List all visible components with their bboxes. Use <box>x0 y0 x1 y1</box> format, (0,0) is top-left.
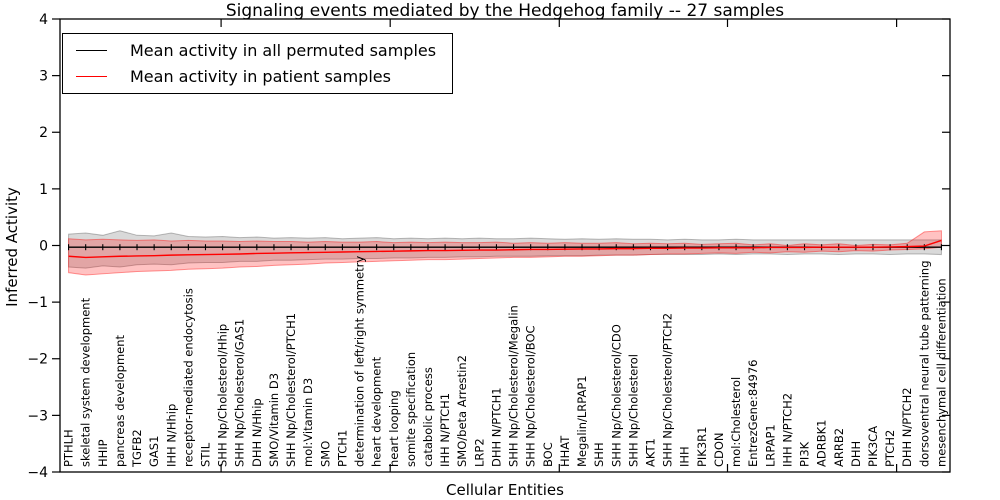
x-tick-label: determination of left/right symmetry <box>353 256 367 467</box>
y-tick-label: −4 <box>27 465 48 481</box>
x-tick-label: DHH <box>849 441 863 467</box>
x-tick-label: PTHLH <box>62 429 76 467</box>
x-tick-label: SMO/Vitamin D3 <box>267 373 281 467</box>
x-tick-label: SHH Np/Cholesterol/Hhip <box>216 324 230 467</box>
permuted-line-swatch <box>76 50 107 51</box>
x-tick-label: mesenchymal cell differentiation <box>934 278 948 467</box>
x-tick-label: PIK3CA <box>866 426 880 467</box>
y-tick-label: 4 <box>39 12 48 28</box>
x-tick-label: PI3K <box>798 441 812 467</box>
y-tick-label: −1 <box>27 295 48 311</box>
y-tick-label: 3 <box>39 69 48 85</box>
x-tick-label: heart looping <box>387 390 401 467</box>
x-tick-label: SHH Np/Cholesterol/BOC <box>524 325 538 467</box>
x-tick-label: BOC <box>541 442 555 467</box>
x-tick-label: IHH N/Hhip <box>164 404 178 467</box>
legend-label: Mean activity in all permuted samples <box>130 41 437 60</box>
x-tick-label: skeletal system development <box>79 297 93 467</box>
x-tick-label: LRPAP1 <box>763 424 777 467</box>
y-tick-label: −2 <box>27 352 48 368</box>
x-tick-label: ARRB2 <box>832 428 846 467</box>
y-tick-label: 0 <box>39 238 48 254</box>
x-tick-label: Megalin/LRPAP1 <box>575 375 589 467</box>
x-tick-label: SHH <box>592 442 606 467</box>
x-tick-label: SHH Np/Cholesterol <box>626 354 640 467</box>
patient-line-swatch <box>76 76 107 77</box>
x-tick-label: SHH Np/Cholesterol/CDO <box>609 324 623 467</box>
x-tick-label: EntrezGene:84976 <box>746 360 760 467</box>
x-tick-label: catabolic process <box>421 367 435 467</box>
x-axis-label: Cellular Entities <box>446 481 564 499</box>
x-tick-label: DHH N/Hhip <box>250 398 264 467</box>
x-tick-label: SMO/beta Arrestin2 <box>455 355 469 467</box>
x-tick-label: PTCH2 <box>883 430 897 467</box>
x-tick-label: SHH Np/Cholesterol/GAS1 <box>233 319 247 467</box>
x-tick-label: SMO <box>318 441 332 467</box>
x-tick-label: IHH N/PTCH2 <box>780 393 794 467</box>
legend-label: Mean activity in patient samples <box>130 67 391 86</box>
legend: Mean activity in all permuted samples Me… <box>62 33 454 94</box>
y-tick-label: −3 <box>27 408 48 424</box>
patient-mean-line <box>68 239 942 259</box>
x-tick-label: mol:Cholesterol <box>729 377 743 467</box>
chart-title: Signaling events mediated by the Hedgeho… <box>225 1 785 21</box>
x-tick-label: DHH N/PTCH2 <box>900 387 914 467</box>
legend-entry-permuted: Mean activity in all permuted samples <box>76 41 436 60</box>
x-tick-label: dorsoventral neural tube patterning <box>917 260 931 467</box>
x-tick-label: STIL <box>199 442 213 467</box>
x-tick-label: SHH Np/Cholesterol/PTCH1 <box>284 313 298 467</box>
y-axis-label: Inferred Activity <box>3 187 21 307</box>
x-tick-label: pancreas development <box>113 334 127 467</box>
x-tick-label: TGFB2 <box>130 429 144 468</box>
x-tick-label: LRP2 <box>472 438 486 467</box>
x-tick-label: somite specification <box>404 352 418 467</box>
legend-entry-patient: Mean activity in patient samples <box>76 67 436 86</box>
x-tick-label: ADRBK1 <box>815 420 829 467</box>
x-tick-label: IHH N/PTCH1 <box>438 393 452 467</box>
x-tick-label: IHH <box>678 446 692 467</box>
y-tick-label: 1 <box>39 182 48 198</box>
x-tick-label: PIK3R1 <box>695 427 709 468</box>
x-tick-label: DHH N/PTCH1 <box>489 387 503 467</box>
x-tick-label: CDON <box>712 432 726 467</box>
x-tick-label: SHH Np/Cholesterol/Megalin <box>507 305 521 467</box>
x-tick-label: mol:Vitamin D3 <box>301 378 315 467</box>
y-tick-label: 2 <box>39 125 48 141</box>
x-tick-label: PTCH1 <box>335 430 349 467</box>
x-tick-label: SHH Np/Cholesterol/PTCH2 <box>661 313 675 467</box>
x-tick-label: heart development <box>370 356 384 467</box>
x-tick-label: HHAT <box>558 435 572 467</box>
x-tick-label: receptor-mediated endocytosis <box>181 288 195 467</box>
x-tick-label: GAS1 <box>147 436 161 467</box>
x-tick-label: AKT1 <box>644 438 658 467</box>
x-tick-label: HHIP <box>96 439 110 467</box>
